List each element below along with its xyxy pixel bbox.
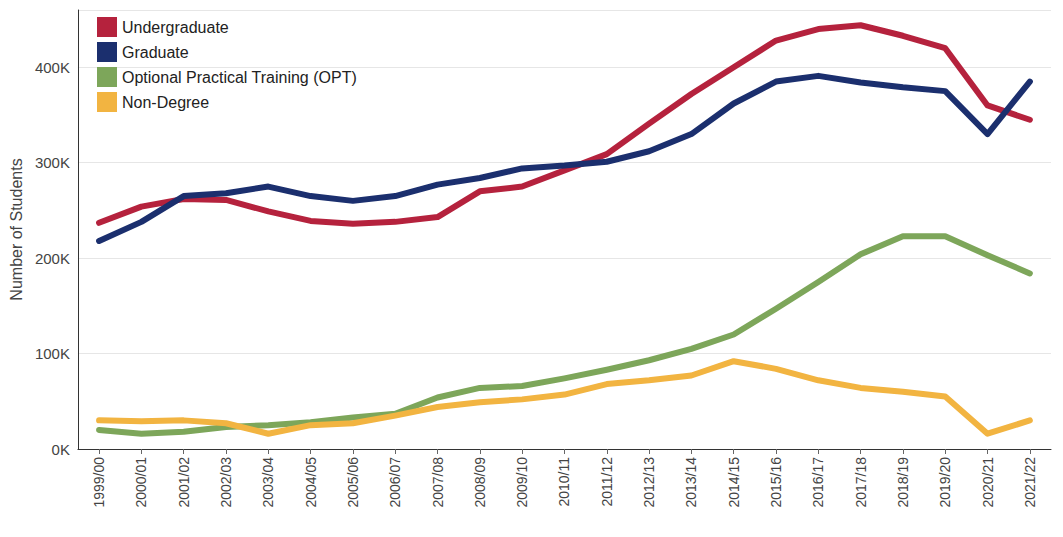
- svg-text:2013/14: 2013/14: [683, 457, 699, 508]
- svg-text:200K: 200K: [35, 250, 70, 267]
- svg-text:Non-Degree: Non-Degree: [122, 94, 209, 111]
- svg-text:2016/17: 2016/17: [810, 457, 826, 508]
- svg-text:2011/12: 2011/12: [599, 457, 615, 507]
- svg-text:2019/20: 2019/20: [937, 457, 953, 508]
- svg-text:2003/04: 2003/04: [260, 457, 276, 508]
- svg-text:2017/18: 2017/18: [853, 457, 869, 508]
- svg-text:2001/02: 2001/02: [176, 457, 192, 508]
- svg-text:400K: 400K: [35, 59, 70, 76]
- svg-text:Optional Practical Training (O: Optional Practical Training (OPT): [122, 69, 357, 86]
- svg-text:2010/11: 2010/11: [556, 457, 572, 507]
- svg-text:0K: 0K: [52, 441, 70, 458]
- svg-text:2007/08: 2007/08: [430, 457, 446, 508]
- svg-text:Number of Students: Number of Students: [8, 158, 25, 300]
- svg-text:2012/13: 2012/13: [641, 457, 657, 508]
- svg-text:2009/10: 2009/10: [514, 457, 530, 508]
- svg-text:2015/16: 2015/16: [768, 457, 784, 508]
- svg-text:2008/09: 2008/09: [472, 457, 488, 508]
- svg-text:Undergraduate: Undergraduate: [122, 19, 229, 36]
- svg-text:2006/07: 2006/07: [387, 457, 403, 508]
- svg-text:2002/03: 2002/03: [218, 457, 234, 508]
- svg-text:1999/00: 1999/00: [91, 457, 107, 508]
- svg-text:2020/21: 2020/21: [980, 457, 996, 508]
- svg-text:2004/05: 2004/05: [303, 457, 319, 508]
- svg-text:2018/19: 2018/19: [895, 457, 911, 508]
- svg-text:Graduate: Graduate: [122, 44, 189, 61]
- svg-text:2000/01: 2000/01: [133, 457, 149, 508]
- svg-text:2014/15: 2014/15: [726, 457, 742, 508]
- svg-text:2005/06: 2005/06: [345, 457, 361, 508]
- svg-text:300K: 300K: [35, 154, 70, 171]
- svg-text:100K: 100K: [35, 345, 70, 362]
- svg-text:2021/22: 2021/22: [1022, 457, 1038, 508]
